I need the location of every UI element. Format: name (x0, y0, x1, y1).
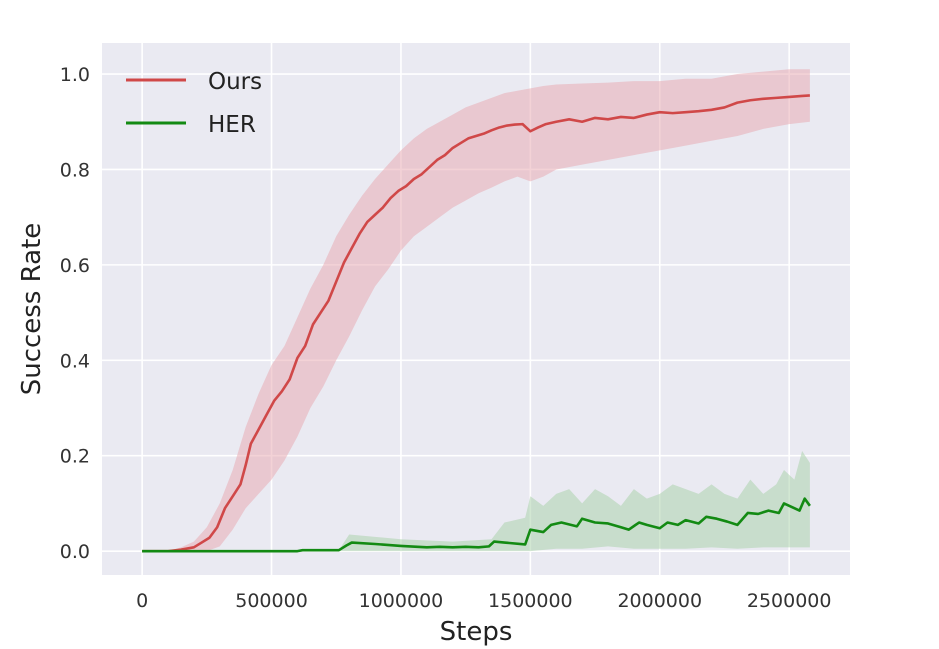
series-line-ours (142, 94, 810, 553)
series-line-her (142, 497, 811, 553)
y-tick-label: 0.2 (60, 446, 90, 468)
x-tick-label: 500000 (235, 590, 308, 612)
series-lines (142, 94, 811, 553)
y-axis-label: Success Rate (17, 223, 47, 396)
y-tick-label: 0.8 (60, 159, 90, 181)
y-tick-label: 0.6 (60, 255, 90, 277)
x-tick-label: 1000000 (359, 590, 444, 612)
x-tick-labels: 0 500000 1000000 1500000 2000000 2500000 (136, 590, 831, 612)
band-her (142, 450, 810, 552)
legend-label-ours: Ours (208, 69, 262, 95)
y-tick-label: 1.0 (60, 64, 90, 86)
x-tick-label: 0 (136, 590, 148, 612)
x-tick-label: 2500000 (747, 590, 832, 612)
y-tick-labels: 0.0 0.2 0.4 0.6 0.8 1.0 (60, 64, 90, 563)
legend: Ours HER (126, 69, 262, 138)
x-tick-label: 1500000 (488, 590, 573, 612)
confidence-bands (142, 69, 810, 552)
y-tick-label: 0.4 (60, 350, 90, 372)
band-ours (142, 69, 810, 552)
x-tick-label: 2000000 (617, 590, 702, 612)
x-axis-label: Steps (440, 617, 513, 647)
legend-label-her: HER (208, 112, 256, 138)
y-tick-label: 0.0 (60, 541, 90, 563)
